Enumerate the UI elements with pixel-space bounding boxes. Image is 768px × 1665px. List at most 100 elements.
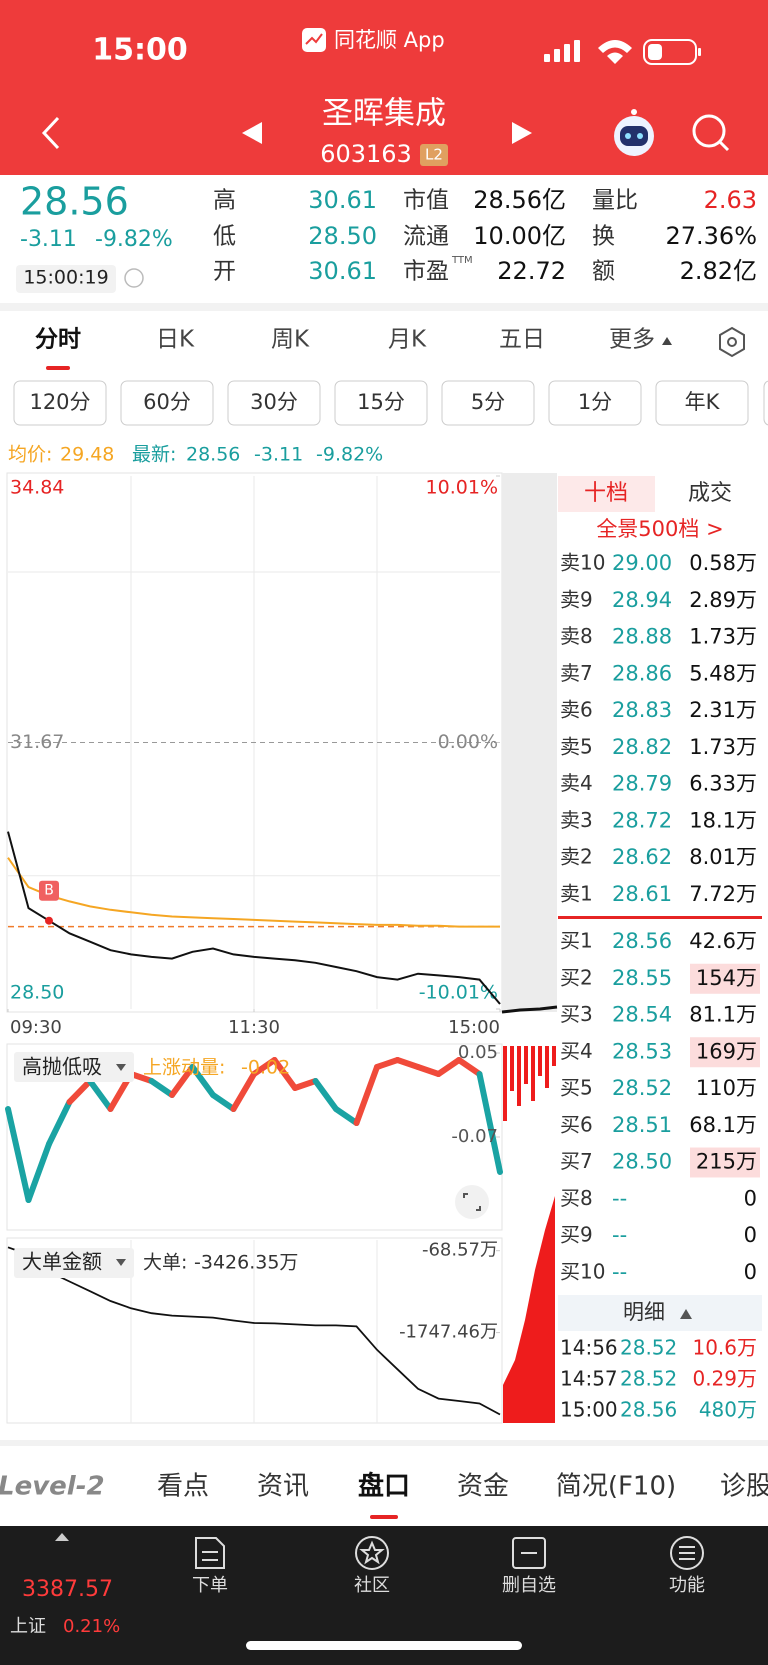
period-label[interactable]: 15分 bbox=[357, 390, 405, 414]
period-button[interactable] bbox=[334, 380, 428, 426]
chart-tab[interactable]: 更多 bbox=[609, 327, 655, 353]
period-button[interactable] bbox=[13, 380, 107, 426]
level-volume: 81.1万 bbox=[689, 1003, 757, 1027]
after-hours-line bbox=[501, 1005, 558, 1014]
level-label: 买7 bbox=[560, 1149, 593, 1173]
level-label: 卖2 bbox=[560, 845, 593, 869]
volume-highlight bbox=[690, 963, 760, 994]
next-stock[interactable] bbox=[512, 122, 532, 144]
expand-icon[interactable] bbox=[455, 1185, 489, 1219]
dropdown-arrow bbox=[116, 1064, 126, 1071]
x-tick-label: 09:30 bbox=[10, 1017, 62, 1038]
stat-value: 2.82亿 bbox=[680, 257, 757, 285]
level-volume: 0 bbox=[744, 1186, 757, 1210]
period-button[interactable] bbox=[227, 380, 321, 426]
back-button[interactable] bbox=[41, 116, 60, 150]
badge: L2 bbox=[425, 146, 443, 164]
level-label: 买8 bbox=[560, 1186, 593, 1210]
settings-icon[interactable] bbox=[719, 326, 745, 358]
level-volume: 154万 bbox=[696, 966, 757, 990]
stat-value: 27.36% bbox=[665, 222, 757, 250]
period-label[interactable]: 5分 bbox=[471, 390, 505, 414]
panorama-link[interactable]: 全景500档 > bbox=[596, 517, 723, 541]
period-label[interactable]: 30分 bbox=[250, 390, 298, 414]
section-tab[interactable]: 资讯 bbox=[257, 1472, 309, 1502]
section-tab[interactable]: 看点 bbox=[157, 1472, 209, 1502]
level-label: 买5 bbox=[560, 1076, 593, 1100]
momentum-segment bbox=[394, 1057, 421, 1070]
stat-value: 30.61 bbox=[308, 257, 377, 285]
prev-stock[interactable] bbox=[242, 122, 262, 144]
nav-item[interactable]: 下单 bbox=[192, 1575, 228, 1596]
index-pct: 0.21% bbox=[63, 1616, 120, 1637]
indicator-name[interactable]: 大单金额 bbox=[22, 1250, 102, 1274]
assistant-icon[interactable] bbox=[614, 109, 654, 156]
indicator-select[interactable] bbox=[14, 1248, 134, 1278]
nav-item[interactable]: 社区 bbox=[354, 1575, 390, 1596]
level-volume: 1.73万 bbox=[689, 625, 757, 649]
nav-item[interactable]: 删自选 bbox=[502, 1575, 556, 1596]
trade-price: 28.52 bbox=[620, 1367, 677, 1391]
indicator-name[interactable]: 高抛低吸 bbox=[22, 1055, 102, 1079]
detail-title[interactable]: 明细 bbox=[623, 1300, 665, 1324]
momentum-segment bbox=[251, 1057, 278, 1077]
expand-arrow[interactable] bbox=[55, 1533, 69, 1541]
section-tab[interactable]: 简况(F10) bbox=[556, 1472, 676, 1502]
last-change: -3.11 bbox=[254, 444, 303, 466]
trade-time: 14:57 bbox=[560, 1367, 618, 1391]
indicator-value: -0.02 bbox=[241, 1057, 290, 1079]
chart-tab[interactable]: 日K bbox=[156, 327, 195, 353]
level-volume: 7.72万 bbox=[689, 882, 757, 906]
level-price: 28.88 bbox=[612, 625, 672, 649]
indicator-value: -3426.35万 bbox=[194, 1252, 298, 1274]
signal-point bbox=[45, 916, 53, 925]
level-price: 28.53 bbox=[612, 1039, 672, 1063]
book-tab[interactable]: 十档 bbox=[584, 481, 628, 506]
period-button[interactable] bbox=[655, 380, 749, 426]
period-label[interactable]: 年K bbox=[685, 390, 721, 414]
last-change-pct: -9.82% bbox=[316, 444, 383, 466]
section-tab[interactable]: Level-2 bbox=[0, 1472, 105, 1502]
level-label: 买9 bbox=[560, 1223, 593, 1247]
nav-item[interactable]: 功能 bbox=[669, 1575, 705, 1596]
level-label: 买6 bbox=[560, 1112, 593, 1136]
period-label[interactable]: 1分 bbox=[578, 390, 612, 414]
period-button[interactable] bbox=[120, 380, 214, 426]
section-tab[interactable]: 资金 bbox=[457, 1472, 509, 1502]
level-label: 卖10 bbox=[560, 551, 605, 575]
chart-tab[interactable]: 月K bbox=[388, 327, 427, 353]
momentum-segment bbox=[374, 1057, 401, 1070]
series-line bbox=[7, 857, 500, 928]
period-button[interactable] bbox=[441, 380, 535, 426]
level-volume: 5.48万 bbox=[689, 661, 757, 685]
indicator-label: 大单: bbox=[143, 1252, 187, 1274]
settings-icon-dot bbox=[727, 337, 737, 347]
indicator-select[interactable] bbox=[14, 1052, 134, 1082]
period-label[interactable]: 120分 bbox=[29, 390, 90, 414]
stat-label: 市值 bbox=[403, 188, 449, 214]
detail-arrow bbox=[680, 1309, 692, 1319]
chart-tab[interactable]: 周K bbox=[271, 327, 310, 353]
search-icon[interactable] bbox=[692, 114, 730, 152]
momentum-segment bbox=[230, 1071, 257, 1112]
level-volume: 2.89万 bbox=[689, 588, 757, 612]
book-tab[interactable]: 成交 bbox=[688, 481, 732, 506]
period-label[interactable]: 60分 bbox=[143, 390, 191, 414]
level-label: 卖6 bbox=[560, 698, 593, 722]
level-price: 28.54 bbox=[612, 1003, 672, 1027]
chart-tab[interactable]: 分时 bbox=[35, 327, 81, 353]
section-tab[interactable]: 诊股 bbox=[720, 1472, 768, 1502]
stat-label: 开 bbox=[213, 259, 236, 285]
level-volume: 1.73万 bbox=[689, 735, 757, 759]
section-tab[interactable]: 盘口 bbox=[358, 1471, 410, 1502]
level-label: 买3 bbox=[560, 1002, 593, 1026]
trade-price: 28.56 bbox=[620, 1398, 677, 1422]
chart-tab[interactable]: 五日 bbox=[499, 327, 545, 353]
book-tab-active-bg bbox=[558, 476, 655, 512]
info-icon[interactable] bbox=[124, 268, 144, 288]
momentum-segment bbox=[271, 1057, 298, 1091]
level-price: -- bbox=[612, 1186, 627, 1210]
level-price: 28.82 bbox=[612, 735, 672, 759]
app-name: 同花顺 App bbox=[334, 28, 445, 52]
period-button[interactable] bbox=[548, 380, 642, 426]
